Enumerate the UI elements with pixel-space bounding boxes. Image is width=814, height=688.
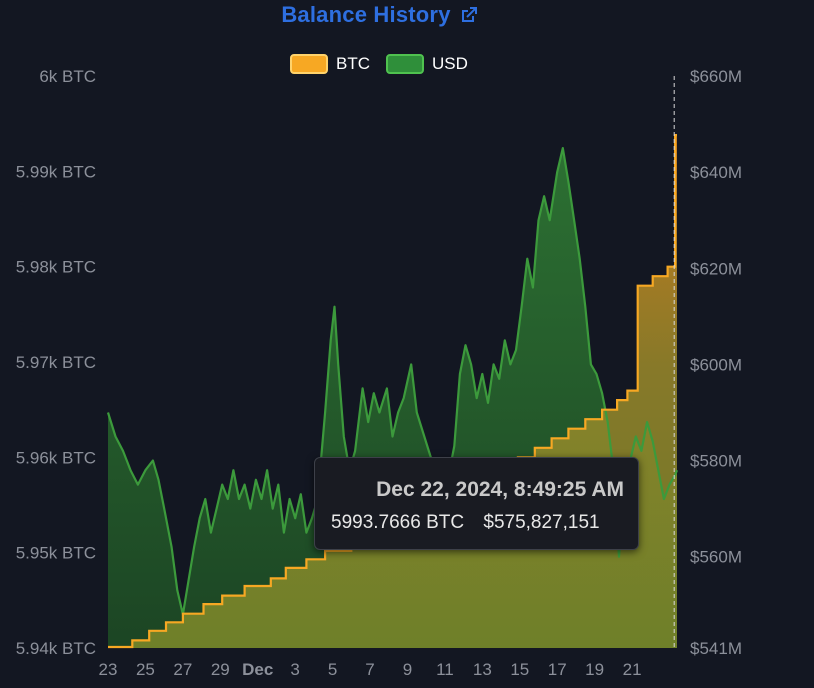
x-tick-label: 25 — [136, 660, 155, 679]
external-link-icon[interactable] — [459, 5, 479, 25]
y-right-tick-label: $600M — [690, 355, 742, 374]
chart-title-link[interactable]: Balance History — [0, 2, 760, 28]
chart-title[interactable]: Balance History — [281, 2, 451, 27]
y-left-tick-label: 5.94k BTC — [16, 639, 96, 658]
x-tick-label: 21 — [623, 660, 642, 679]
x-tick-label: 11 — [436, 660, 454, 679]
x-tick-label: 17 — [548, 660, 567, 679]
y-right-tick-label: $580M — [690, 452, 742, 471]
x-tick-label: 19 — [585, 660, 604, 679]
y-right-tick-label: $660M — [690, 67, 742, 86]
y-right-tick-label: $560M — [690, 548, 742, 567]
tooltip-btc-value: 5993.7666 BTC — [331, 512, 465, 533]
x-tick-label: 3 — [290, 660, 299, 679]
usd-line — [106, 147, 679, 616]
chart-tooltip: Dec 22, 2024, 8:49:25 AM 5993.7666 BTC $… — [314, 457, 639, 550]
legend-item-btc[interactable]: BTC — [290, 54, 370, 74]
x-tick-label: 15 — [510, 660, 529, 679]
y-right-tick-label: $640M — [690, 163, 742, 182]
y-left-tick-label: 6k BTC — [39, 67, 96, 86]
y-left-tick-label: 5.95k BTC — [16, 544, 96, 563]
y-left-tick-label: 5.99k BTC — [16, 162, 96, 181]
chart-legend: BTC USD — [290, 54, 476, 74]
y-left-tick-label: 5.96k BTC — [16, 448, 96, 467]
y-right-tick-label: $620M — [690, 259, 742, 278]
x-tick-label: 9 — [403, 660, 412, 679]
x-tick-label: 23 — [99, 660, 118, 679]
y-left-tick-label: 5.97k BTC — [16, 353, 96, 372]
x-tick-label: Dec — [242, 660, 273, 679]
legend-swatch-usd — [386, 54, 424, 74]
legend-label-btc: BTC — [336, 54, 370, 73]
legend-label-usd: USD — [432, 54, 468, 73]
y-left-tick-label: 5.98k BTC — [16, 258, 96, 277]
x-tick-label: 7 — [365, 660, 374, 679]
tooltip-date: Dec 22, 2024, 8:49:25 AM — [376, 478, 624, 501]
x-tick-label: 27 — [173, 660, 192, 679]
legend-item-usd[interactable]: USD — [386, 54, 468, 74]
legend-swatch-btc — [290, 54, 328, 74]
x-tick-label: 29 — [211, 660, 230, 679]
x-tick-label: 5 — [328, 660, 337, 679]
y-right-tick-label: $541M — [690, 639, 742, 658]
x-tick-label: 13 — [473, 660, 492, 679]
tooltip-usd-value: $575,827,151 — [483, 512, 600, 533]
